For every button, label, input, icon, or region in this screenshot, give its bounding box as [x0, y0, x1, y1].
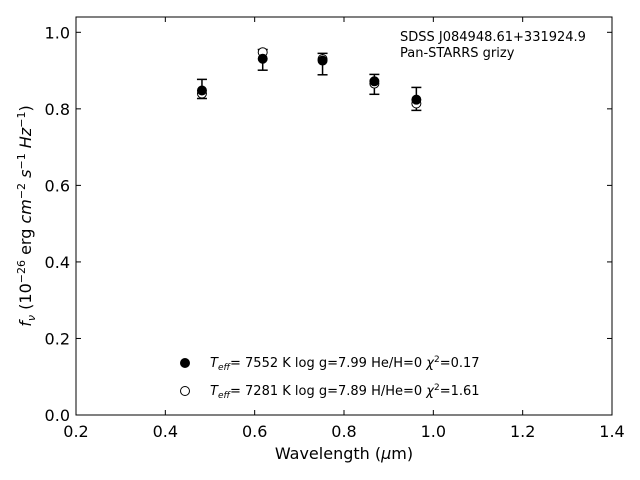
- annotation-line-1: SDSS J084948.61+331924.9: [400, 30, 586, 45]
- y-axis-label: fν (10−26 erg cm−2 s−1 Hz−1): [15, 105, 38, 326]
- x-tick-label: 1.4: [599, 422, 624, 441]
- y-tick-label: 0.2: [45, 329, 70, 348]
- annotation-line-2: Pan-STARRS grizy: [400, 46, 515, 61]
- x-tick-label: 0.6: [242, 422, 267, 441]
- x-axis-label: Wavelength (μm): [275, 444, 413, 463]
- axis-ticks: 0.2 0.4 0.6 0.8 1.0 1.2 1.40.00.20.40.60.81.0: [45, 17, 625, 441]
- model-point-filled: [369, 76, 380, 87]
- y-tick-label: 0.0: [45, 406, 70, 425]
- x-tick-label: 1.2: [510, 422, 535, 441]
- y-tick-label: 0.4: [45, 253, 70, 272]
- model-point-filled: [411, 94, 422, 105]
- model-point-filled: [196, 85, 207, 96]
- x-tick-label: 1.0: [421, 422, 446, 441]
- legend-label-2: Teff= 7281 K log g=7.89 H/He=0 χ2=1.61: [210, 383, 480, 401]
- model-point-filled: [317, 55, 328, 66]
- model-point-filled: [257, 53, 268, 64]
- plot-area: [75, 16, 613, 416]
- x-tick-label: 0.8: [331, 422, 356, 441]
- y-tick-label: 0.8: [45, 100, 70, 119]
- legend-marker-filled: [180, 358, 190, 368]
- y-tick-label: 1.0: [45, 23, 70, 42]
- legend-marker-open: [180, 386, 190, 396]
- svg-text:fν (10−26 erg cm−2 s−1 Hz−1): fν (10−26 erg cm−2 s−1 Hz−1): [15, 105, 38, 326]
- x-tick-label: 0.2: [63, 422, 88, 441]
- y-tick-label: 0.6: [45, 176, 70, 195]
- legend-label-1: Teff= 7552 K log g=7.99 He/H=0 χ2=0.17: [210, 355, 480, 373]
- x-tick-label: 0.4: [153, 422, 178, 441]
- legend: Teff= 7552 K log g=7.99 He/H=0 χ2=0.17 T…: [180, 355, 480, 401]
- data-points: [196, 47, 422, 109]
